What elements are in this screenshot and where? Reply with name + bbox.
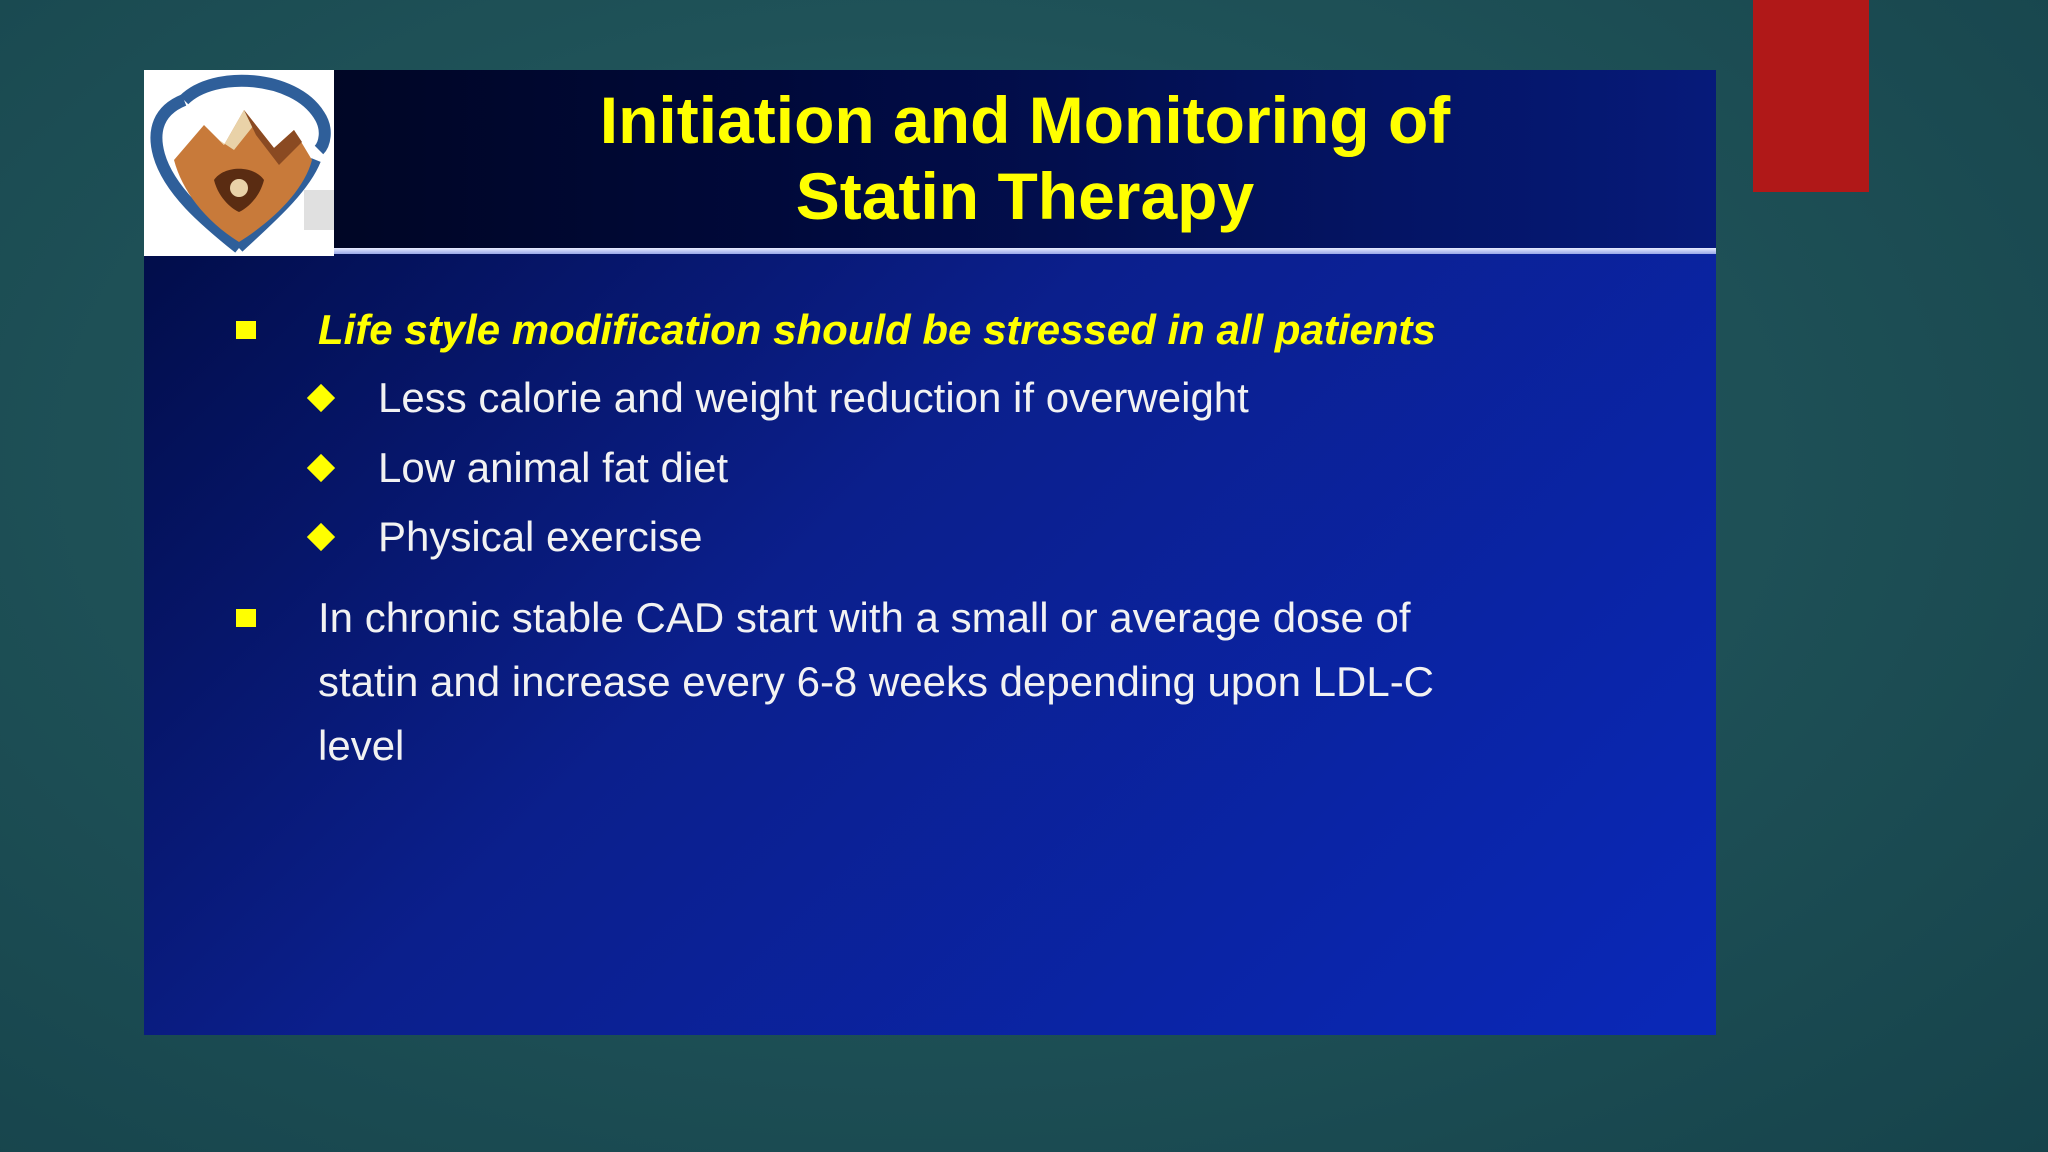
diamond-bullet-icon: [306, 453, 336, 483]
bullet-line-1: In chronic stable CAD start with a small…: [318, 594, 1411, 641]
bullet-line-3: level: [318, 722, 405, 769]
header-divider: [334, 248, 1716, 254]
slide-header: [144, 70, 1716, 252]
title-line-1: Initiation and Monitoring of: [599, 83, 1451, 157]
slide-title: Initiation and Monitoring of Statin Ther…: [334, 82, 1716, 234]
bullet-line-2: statin and increase every 6-8 weeks depe…: [318, 658, 1435, 705]
square-bullet-icon: [236, 321, 256, 339]
sub-item-text: Physical exercise: [378, 513, 703, 560]
square-bullet-icon: [236, 609, 256, 627]
logo: [144, 70, 334, 256]
diamond-bullet-icon: [306, 522, 336, 552]
slide: Initiation and Monitoring of Statin Ther…: [144, 70, 1716, 1035]
diamond-bullet-icon: [306, 383, 336, 413]
bullet-text: Life style modification should be stress…: [318, 306, 1436, 353]
sub-item-text: Less calorie and weight reduction if ove…: [378, 374, 1249, 421]
title-line-2: Statin Therapy: [795, 159, 1255, 233]
red-accent-bar: [1753, 0, 1869, 192]
sub-item-text: Low animal fat diet: [378, 444, 729, 491]
heart-mountain-logo-icon: [144, 70, 334, 256]
